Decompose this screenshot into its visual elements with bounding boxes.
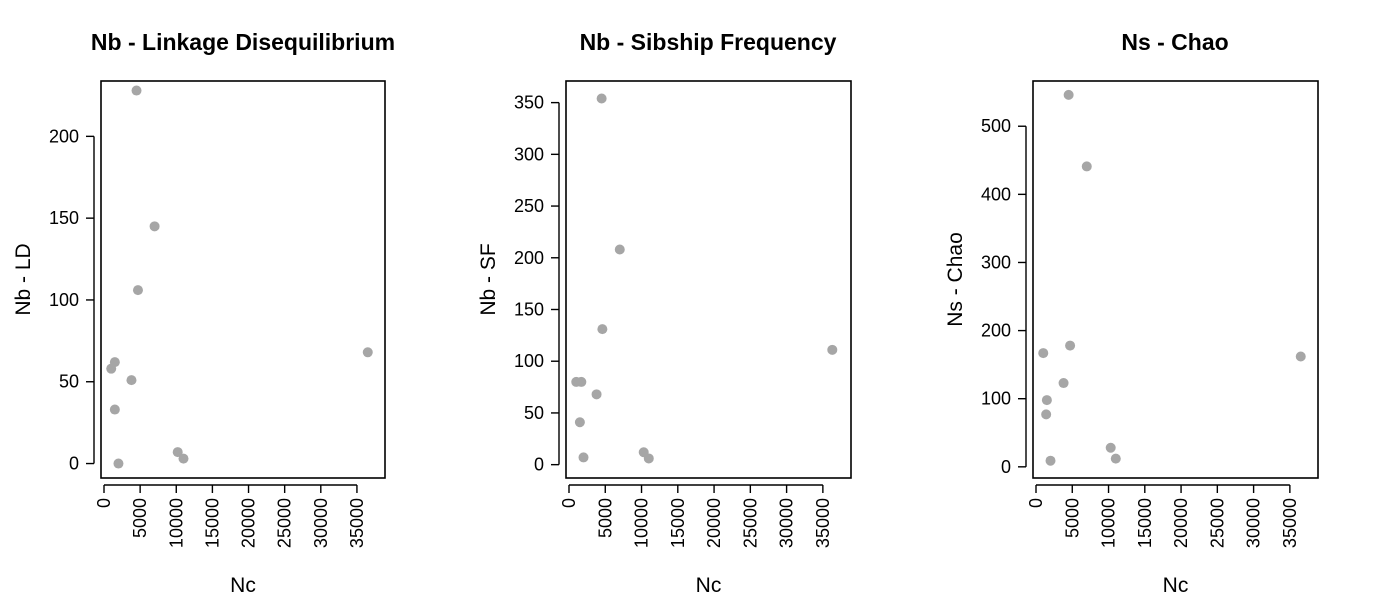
x-tick-label: 10000	[1099, 498, 1119, 548]
y-tick-label: 150	[514, 299, 544, 319]
data-point	[1045, 455, 1056, 466]
x-tick-label: 30000	[777, 498, 797, 548]
y-tick-label: 400	[981, 184, 1011, 204]
x-tick-label: 15000	[1135, 498, 1155, 548]
data-point	[1065, 340, 1076, 351]
data-point	[178, 453, 189, 464]
y-tick-label: 100	[981, 389, 1011, 409]
data-point	[1105, 442, 1116, 453]
x-tick-label: 0	[94, 498, 114, 508]
x-tick-label: 30000	[311, 498, 331, 548]
y-tick-label: 0	[1001, 457, 1011, 477]
y-tick-label: 50	[59, 372, 79, 392]
x-tick-label: 5000	[1062, 498, 1082, 538]
x-tick-label: 15000	[668, 498, 688, 548]
data-point	[574, 417, 585, 428]
data-point	[643, 453, 654, 464]
x-tick-label: 15000	[202, 498, 222, 548]
data-point	[1041, 395, 1052, 406]
x-tick-label: 25000	[275, 498, 295, 548]
chart-title: Ns - Chao	[1121, 29, 1228, 55]
y-tick-label: 50	[524, 403, 544, 423]
chart-title: Nb - Linkage Disequilibrium	[91, 29, 395, 55]
y-tick-label: 150	[49, 208, 79, 228]
y-tick-label: 200	[514, 248, 544, 268]
y-axis-label: Ns - Chao	[944, 232, 967, 327]
data-point	[591, 389, 602, 400]
x-axis-label: Nc	[1163, 574, 1189, 597]
data-point	[596, 93, 607, 104]
data-point	[131, 85, 142, 96]
chart-panel-1: Nb - Linkage Disequilibrium 0 5000 10000 150…	[12, 29, 395, 597]
y-tick-label: 200	[981, 321, 1011, 341]
data-point	[1110, 453, 1121, 464]
x-tick-label: 10000	[166, 498, 186, 548]
data-point	[1081, 161, 1092, 172]
y-tick-label: 100	[49, 290, 79, 310]
data-point	[576, 376, 587, 387]
y-axis-label: Nb - SF	[477, 243, 500, 315]
data-point	[614, 244, 625, 255]
chart-title: Nb - Sibship Frequency	[580, 29, 837, 55]
data-point	[172, 447, 183, 458]
x-tick-label: 20000	[704, 498, 724, 548]
y-tick-label: 0	[534, 455, 544, 475]
y-tick-label: 300	[981, 252, 1011, 272]
y-tick-label: 200	[49, 126, 79, 146]
x-tick-label: 20000	[1171, 498, 1191, 548]
data-point	[1041, 409, 1052, 420]
plot-frame	[1032, 80, 1319, 479]
x-tick-label: 35000	[347, 498, 367, 548]
x-tick-label: 20000	[239, 498, 259, 548]
y-axis-label: Nb - LD	[12, 243, 35, 315]
y-tick-label: 500	[981, 116, 1011, 136]
x-tick-label: 10000	[632, 498, 652, 548]
y-tick-label: 300	[514, 144, 544, 164]
x-tick-label: 25000	[1207, 498, 1227, 548]
y-tick-label: 250	[514, 196, 544, 216]
data-point	[132, 285, 143, 296]
x-tick-label: 5000	[130, 498, 150, 538]
plot-frame	[100, 80, 386, 479]
data-point	[362, 347, 373, 358]
x-tick-label: 35000	[1280, 498, 1300, 548]
data-point	[1058, 378, 1069, 389]
data-point	[149, 221, 160, 232]
x-tick-label: 0	[1026, 498, 1046, 508]
data-point	[106, 363, 117, 374]
data-point	[126, 375, 137, 386]
y-tick-label: 100	[514, 351, 544, 371]
x-tick-label: 5000	[595, 498, 615, 538]
data-point	[827, 344, 838, 355]
data-point	[109, 404, 120, 415]
x-axis-label: Nc	[230, 574, 256, 597]
x-tick-label: 30000	[1244, 498, 1264, 548]
x-tick-label: 0	[559, 498, 579, 508]
x-tick-label: 35000	[813, 498, 833, 548]
data-point	[1063, 89, 1074, 100]
data-point	[1295, 351, 1306, 362]
y-tick-label: 0	[69, 454, 79, 474]
data-point	[113, 458, 124, 469]
plot-frame	[565, 80, 852, 479]
data-point	[578, 452, 589, 463]
y-tick-label: 350	[514, 93, 544, 113]
data-point	[597, 324, 608, 335]
chart-panel-2: Nb - Sibship Frequency 0 5000 10000 15000 200…	[477, 29, 852, 597]
x-tick-label: 25000	[740, 498, 760, 548]
data-point	[1038, 348, 1049, 359]
x-axis-label: Nc	[696, 574, 722, 597]
